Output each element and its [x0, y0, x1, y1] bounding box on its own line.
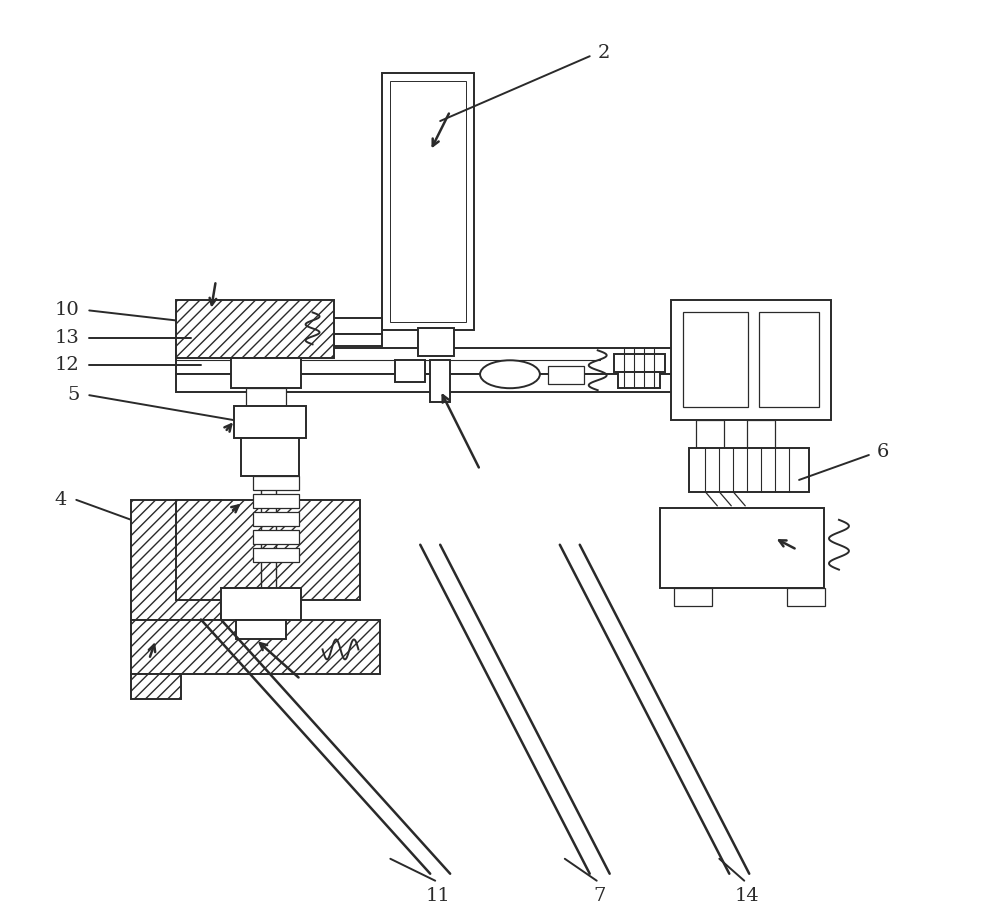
Text: 14: 14 — [735, 887, 760, 905]
Bar — [231, 358, 301, 388]
Bar — [253, 530, 299, 544]
Bar — [176, 300, 334, 358]
Ellipse shape — [480, 361, 540, 388]
Text: 11: 11 — [426, 887, 451, 905]
Bar — [683, 312, 748, 407]
Bar — [176, 500, 360, 600]
Bar — [747, 420, 775, 448]
Bar — [671, 300, 831, 420]
Bar — [253, 512, 299, 526]
Bar — [614, 354, 665, 373]
Text: 7: 7 — [594, 887, 606, 905]
Text: 4: 4 — [54, 491, 66, 509]
Text: 6: 6 — [877, 443, 889, 461]
Bar — [176, 349, 769, 374]
Text: 12: 12 — [55, 356, 79, 374]
Text: 5: 5 — [67, 386, 79, 404]
Text: 2: 2 — [598, 44, 610, 62]
Text: 13: 13 — [54, 330, 79, 347]
Bar — [253, 476, 299, 490]
Bar — [234, 406, 306, 438]
Bar — [331, 319, 382, 334]
Bar — [241, 438, 299, 476]
Bar — [221, 588, 301, 620]
Bar — [759, 312, 819, 407]
Bar — [674, 588, 712, 605]
Bar — [418, 329, 454, 356]
Bar — [246, 388, 286, 406]
Bar — [253, 494, 299, 508]
Bar — [131, 675, 181, 699]
Bar — [236, 620, 286, 639]
Bar — [176, 374, 769, 393]
Bar — [390, 81, 466, 322]
Bar — [131, 620, 380, 675]
Bar — [131, 500, 221, 620]
Bar — [382, 73, 474, 331]
Bar — [395, 361, 425, 383]
Bar — [660, 508, 824, 588]
Bar — [787, 588, 825, 605]
Bar — [618, 373, 660, 388]
Bar — [689, 448, 809, 492]
Bar — [548, 366, 584, 384]
Bar — [696, 420, 724, 448]
Bar — [331, 334, 382, 346]
Bar — [430, 361, 450, 402]
Text: 10: 10 — [55, 301, 79, 320]
Bar — [253, 548, 299, 561]
